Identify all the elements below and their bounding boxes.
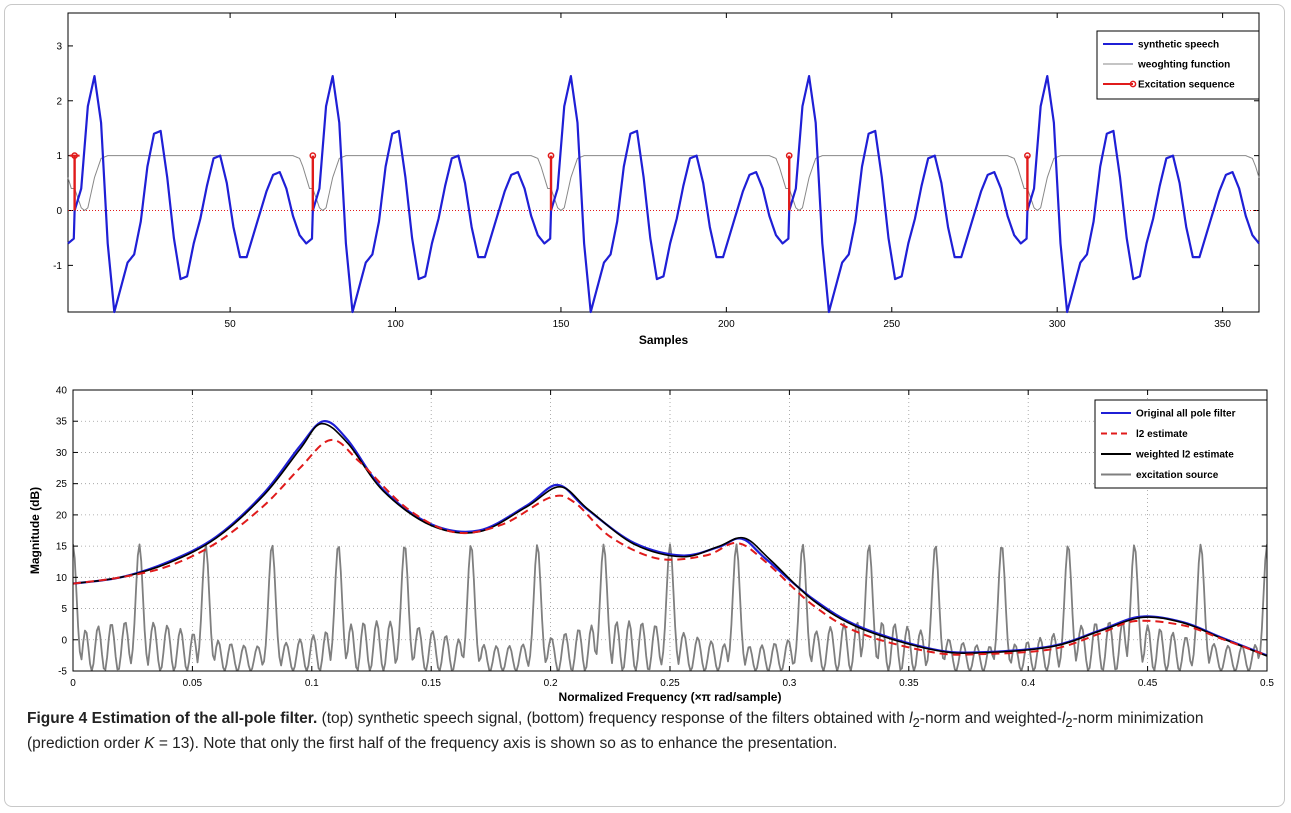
top-legend-box <box>1096 30 1260 100</box>
bottom-y-tick-label: 20 <box>56 510 68 521</box>
caption-title: Estimation of the all-pole filter. <box>91 710 318 727</box>
series-l2-estimate-line <box>73 438 1267 657</box>
top-x-tick-label: 200 <box>718 319 735 330</box>
top-chart: 50 100 150 200 250 300 350 -1 0 1 2 3 Samples synth… <box>53 12 1260 347</box>
bottom-x-tick-label: 0.2 <box>544 678 558 689</box>
bottom-grid <box>72 389 1268 672</box>
caption-text-1: (top) synthetic speech signal, (bottom) … <box>321 710 905 727</box>
caption-text-2: -norm and weighted- <box>919 710 1062 727</box>
caption-subscript-2: 2 <box>1065 715 1073 731</box>
top-x-tick-label: 100 <box>387 319 404 330</box>
bottom-x-tick-label: 0.3 <box>782 678 796 689</box>
top-x-axis-label: Samples <box>639 333 689 347</box>
caption-label: Figure 4 <box>27 710 88 727</box>
legend-marker-excitation-sequence <box>1129 80 1137 88</box>
top-x-tick-label: 300 <box>1049 319 1066 330</box>
legend-label-original-all-pole-filter: Original all pole filter <box>1136 409 1236 420</box>
excitation-stem-marker <box>785 152 793 159</box>
top-x-tick-label: 350 <box>1214 319 1231 330</box>
figure-frame: 50 100 150 200 250 300 350 -1 0 1 2 3 Samples synth… <box>4 4 1285 807</box>
bottom-x-tick-label: 0.45 <box>1138 678 1158 689</box>
caption-text-3: -norm minimization (prediction order <box>27 710 1204 753</box>
excitation-stem-marker <box>309 152 317 159</box>
series-weighted-l2-estimate-line <box>73 422 1267 657</box>
top-plot <box>67 74 1260 314</box>
legend-label-l2-estimate: l2 estimate <box>1136 429 1188 440</box>
top-y-tick-label: -1 <box>53 261 62 272</box>
bottom-x-tick-label: 0.5 <box>1260 678 1274 689</box>
legend-label-weighted-l2-estimate: weighted l2 estimate <box>1135 450 1234 461</box>
bottom-ticks: 0 0.05 0.1 0.15 0.2 0.25 0.3 0.35 0.4 0.45 0.5-505… <box>56 386 1275 690</box>
bottom-y-tick-label: 40 <box>56 386 68 397</box>
bottom-y-tick-label: 30 <box>56 448 68 459</box>
bottom-x-tick-label: 0.35 <box>899 678 919 689</box>
bottom-y-axis-label: Magnitude (dB) <box>28 487 42 574</box>
top-y-tick-label: 2 <box>56 96 62 107</box>
bottom-y-tick-label: 25 <box>56 479 68 490</box>
bottom-y-tick-label: -5 <box>58 667 67 678</box>
legend-label-weighting-function: weoghting function <box>1137 60 1230 71</box>
bottom-x-tick-label: 0.25 <box>660 678 680 689</box>
top-x-tick-label: 150 <box>553 319 570 330</box>
bottom-y-tick-label: 10 <box>56 573 68 584</box>
bottom-y-tick-label: 35 <box>56 417 68 428</box>
top-x-tick-label: 50 <box>225 319 237 330</box>
figure-caption: Figure 4 Estimation of the all-pole filt… <box>27 708 1272 754</box>
caption-l-symbol-1: l <box>909 710 913 727</box>
top-axes-box <box>67 12 1260 313</box>
bottom-y-tick-label: 5 <box>61 604 67 615</box>
caption-l-symbol-2: l <box>1061 710 1066 727</box>
bottom-y-tick-label: 15 <box>56 542 68 553</box>
top-y-tick-label: 3 <box>56 41 62 52</box>
caption-k-symbol: K <box>144 735 155 753</box>
bottom-y-tick-label: 0 <box>61 635 67 646</box>
legend-label-excitation-source: excitation source <box>1136 470 1219 481</box>
legend-label-excitation-sequence: Excitation sequence <box>1138 80 1235 91</box>
series-excitation-source-line <box>73 543 1267 671</box>
bottom-x-tick-label: 0.1 <box>305 678 319 689</box>
caption-subscript-1: 2 <box>912 715 920 731</box>
bottom-chart: 0 0.05 0.1 0.15 0.2 0.25 0.3 0.35 0.4 0.45 0.5-505… <box>28 386 1274 705</box>
series-synthetic-speech-line <box>67 74 1260 314</box>
top-legend: synthetic speech weoghting function Exci… <box>1096 30 1260 100</box>
excitation-stem-marker <box>1024 152 1031 159</box>
top-ticks: 50 100 150 200 250 300 350 -1 0 1 2 3 <box>53 13 1259 330</box>
bottom-x-tick-label: 0 <box>70 678 76 689</box>
top-y-tick-label: 1 <box>56 151 62 162</box>
top-y-tick-label: 0 <box>56 206 62 217</box>
caption-text-4: = 13). Note that only the first half of … <box>158 735 838 753</box>
bottom-x-axis-label: Normalized Frequency (×π rad/sample) <box>559 690 782 704</box>
bottom-x-tick-label: 0.15 <box>421 678 441 689</box>
excitation-stem-marker <box>547 152 555 159</box>
bottom-plot <box>73 420 1267 671</box>
bottom-x-tick-label: 0.05 <box>183 678 203 689</box>
bottom-legend-box <box>1094 399 1268 489</box>
top-x-tick-label: 250 <box>883 319 900 330</box>
legend-label-synthetic-speech: synthetic speech <box>1138 40 1219 51</box>
series-weighting-function-line <box>67 155 1260 212</box>
bottom-x-tick-label: 0.4 <box>1021 678 1035 689</box>
bottom-legend: Original all pole filter l2 estimate wei… <box>1094 399 1268 489</box>
